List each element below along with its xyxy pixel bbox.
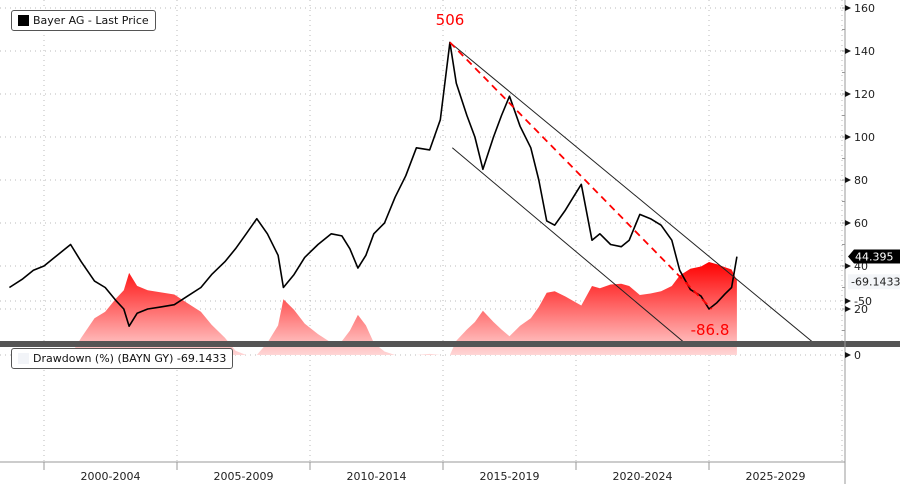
axis-tick-marker	[845, 352, 851, 358]
drawdown-tick-label: 0	[854, 349, 861, 362]
last-price-tag	[848, 249, 900, 264]
panel-separator	[0, 341, 900, 347]
x-tick-label: 2010-2014	[347, 470, 407, 483]
axis-tick-marker	[845, 177, 851, 183]
x-tick-label: 2000-2004	[81, 470, 141, 483]
x-tick-label: 2005-2009	[214, 470, 274, 483]
axis-tick-marker	[845, 5, 851, 11]
legend-label-drawdown: Drawdown (%) (BAYN GY) -69.1433	[33, 352, 227, 365]
channel-lower-line	[451, 147, 685, 343]
legend-swatch-price	[18, 15, 29, 26]
axis-tick-marker	[845, 134, 851, 140]
axis-tick-marker	[845, 48, 851, 54]
axis-tick-marker	[845, 91, 851, 97]
price-tick-label: 140	[854, 45, 875, 58]
x-tick-label: 2025-2029	[746, 470, 806, 483]
price-tick-label: 60	[854, 217, 868, 230]
axis-tick-marker	[845, 263, 851, 269]
price-tick-label: 120	[854, 88, 875, 101]
last-drawdown-tag	[848, 274, 900, 290]
last-drawdown-value: -69.1433	[851, 275, 900, 288]
x-tick-label: 2015-2019	[480, 470, 540, 483]
price-tick-label: 80	[854, 174, 868, 187]
legend-swatch-drawdown	[18, 353, 29, 364]
price-tick-label: 100	[854, 131, 875, 144]
axis-tick-marker	[845, 298, 851, 304]
peak-label: 506	[436, 11, 465, 29]
legend-label-price: Bayer AG - Last Price	[33, 14, 149, 27]
price-legend: Bayer AG - Last Price	[11, 10, 156, 31]
price-tick-label: 160	[854, 2, 875, 15]
drawdown-tick-label: -50	[854, 295, 872, 308]
price-line	[8, 41, 738, 328]
channel-upper-line	[449, 42, 814, 343]
drawdown-area	[9, 262, 737, 355]
trough-label: -86.8	[691, 321, 730, 339]
decline-dashed-line	[449, 41, 713, 310]
axis-tick-marker	[845, 306, 851, 312]
x-tick-label: 2020-2024	[613, 470, 673, 483]
last-price-value: 44.395	[855, 251, 894, 264]
drawdown-legend: Drawdown (%) (BAYN GY) -69.1433	[11, 348, 234, 369]
price-tick-label: 20	[854, 303, 868, 316]
axis-tick-marker	[845, 220, 851, 226]
